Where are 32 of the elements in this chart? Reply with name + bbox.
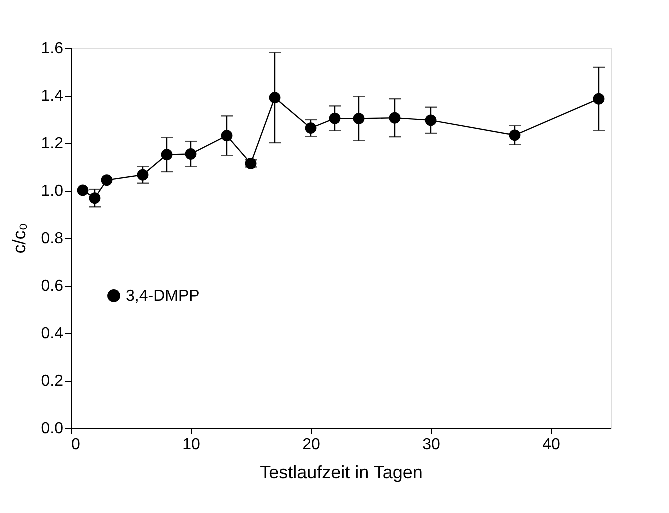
point <box>89 192 101 204</box>
point <box>185 148 197 160</box>
point <box>593 93 605 105</box>
y-tick-label: 1.4 <box>41 88 64 105</box>
point <box>305 122 317 134</box>
y-tick-label: 1.0 <box>41 183 64 200</box>
y-tick-label: 0.2 <box>41 373 64 390</box>
point <box>221 130 233 142</box>
x-tick-label: 20 <box>302 436 320 454</box>
x-tick-label: 0 <box>72 436 80 454</box>
y-tick-label: 0.8 <box>41 230 64 248</box>
x-axis-title: Testlaufzeit in Tagen <box>260 462 423 482</box>
point <box>269 92 281 104</box>
point <box>389 112 401 124</box>
point <box>329 112 341 124</box>
y-tick-label: 1.2 <box>41 136 64 152</box>
y-axis-title: c/c₀ <box>9 223 30 254</box>
x-tick-label: 10 <box>182 436 200 454</box>
point <box>161 149 173 161</box>
y-tick-label: 0.4 <box>41 326 64 342</box>
y-tick-label: 1.6 <box>41 40 64 58</box>
x-tick-label: 40 <box>542 436 560 454</box>
point <box>77 184 89 196</box>
x-tick-label: 30 <box>422 436 440 454</box>
point <box>425 114 437 126</box>
y-tick-label: 0.0 <box>41 420 64 438</box>
y-tick-label: 0.6 <box>41 278 64 295</box>
point <box>509 130 521 142</box>
point <box>101 174 113 186</box>
point <box>353 113 365 124</box>
point <box>137 169 149 181</box>
legend-label: 3,4-DMPP <box>126 288 200 305</box>
